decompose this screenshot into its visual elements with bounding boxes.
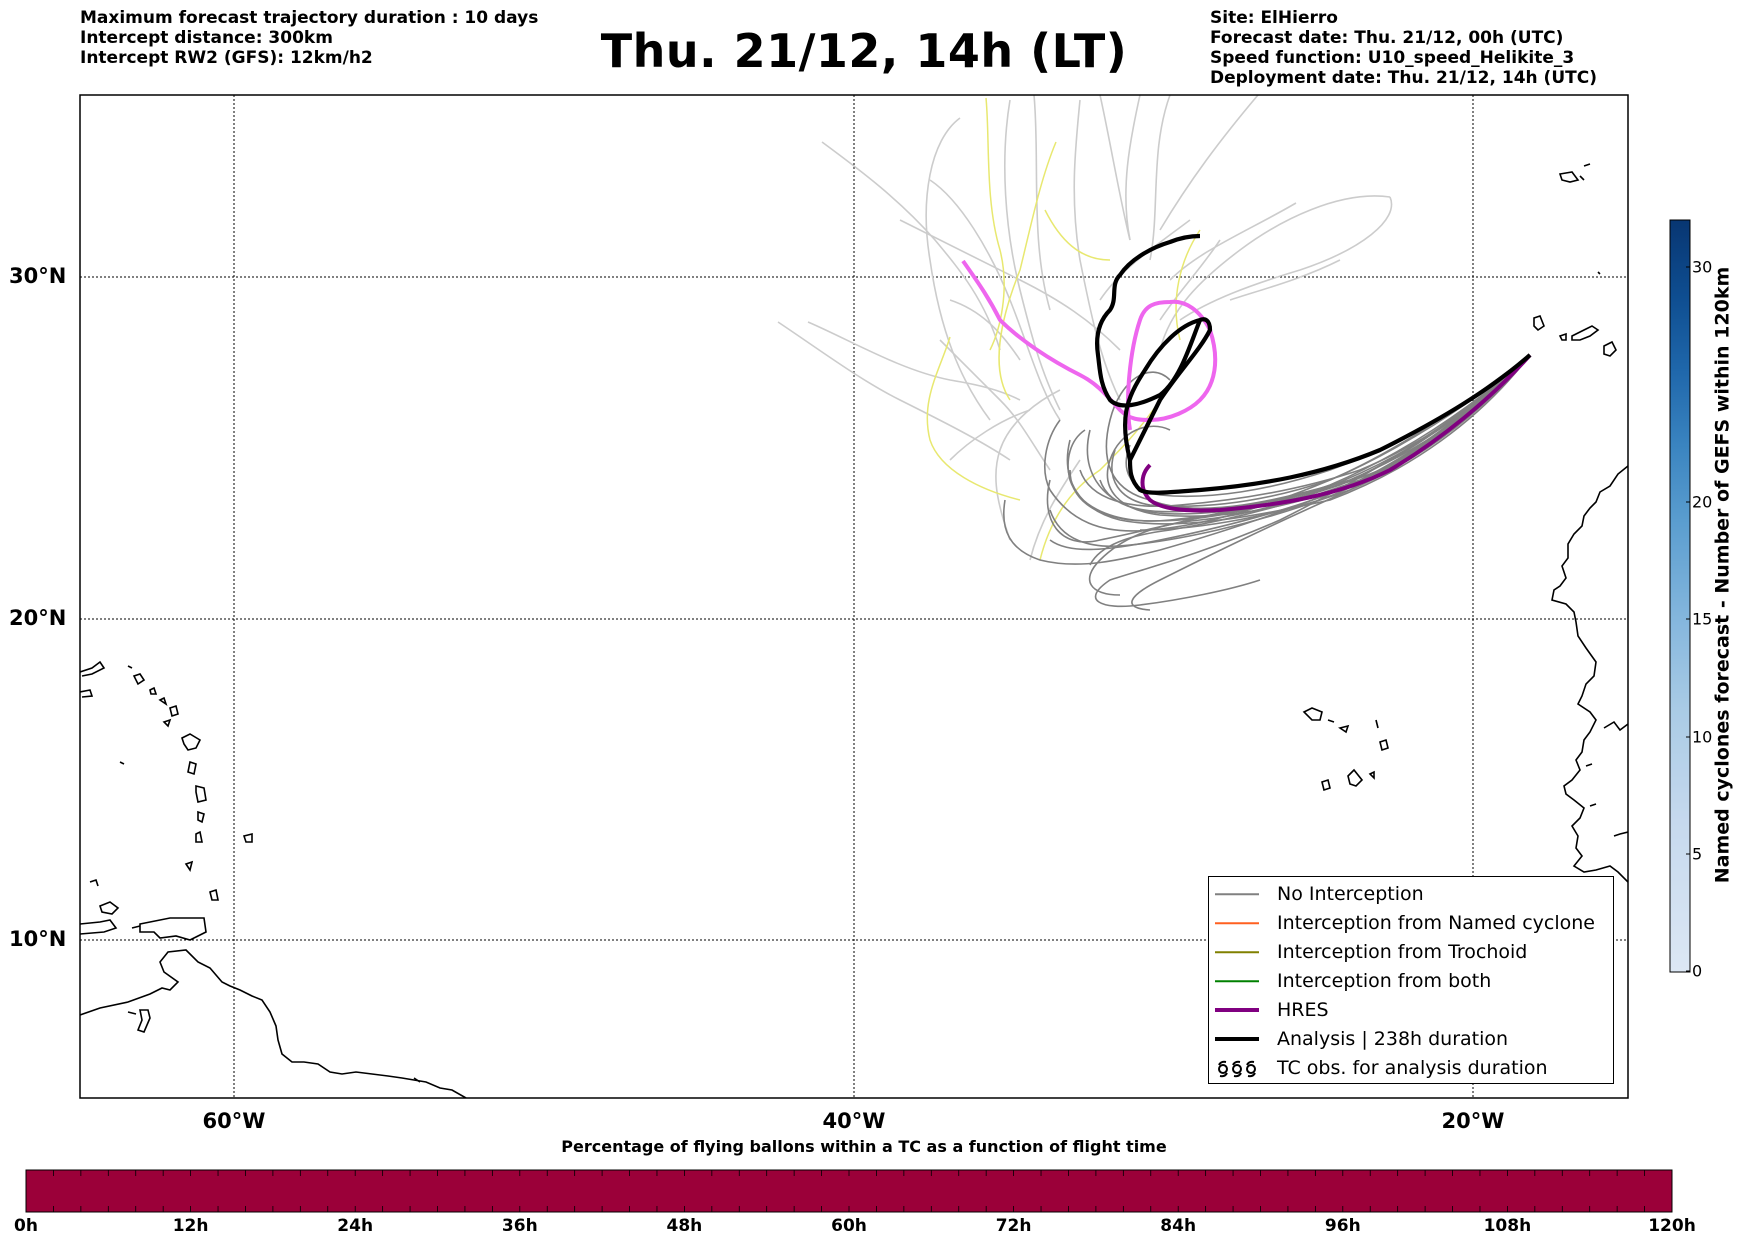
legend-label: Interception from Named cyclone [1277, 912, 1595, 934]
header-line: Maximum forecast trajectory duration : 1… [80, 8, 539, 28]
header-info-right: Site: ElHierro Forecast date: Thu. 21/12… [1210, 8, 1597, 88]
header-line: Deployment date: Thu. 21/12, 14h (UTC) [1210, 68, 1597, 88]
lat-label-20n: 20°N [9, 606, 67, 630]
percentage-bar-tick: 60h [831, 1216, 867, 1236]
colorbar-label: Named cyclones forecast - Number of GEFS… [1708, 205, 1736, 945]
header-line: Intercept RW2 (GFS): 12km/h2 [80, 48, 373, 68]
track-analysis [1095, 233, 1532, 495]
lat-label-10n: 10°N [9, 927, 67, 951]
legend-item-hres: HRES [1215, 998, 1329, 1022]
percentage-bar-tick: 72h [995, 1216, 1032, 1236]
legend-label: HRES [1277, 999, 1329, 1021]
colorbar-tick: 0 [1692, 961, 1703, 981]
legend-line-swatch [1215, 940, 1259, 964]
colorbar-tick: 20 [1692, 492, 1713, 512]
legend-item-trochoid: Interception from Trochoid [1215, 940, 1527, 964]
percentage-bar-fill [25, 1169, 1673, 1213]
legend-line-swatch [1215, 969, 1259, 993]
legend: No Interception Interception from Named … [1208, 876, 1614, 1084]
coastline-africa [1302, 163, 1628, 883]
colorbar-tick: 5 [1692, 844, 1703, 864]
percentage-bar-tick: 96h [1324, 1216, 1361, 1236]
map-frame [79, 94, 1629, 1099]
tracks-yellow [926, 97, 1201, 561]
legend-item-tc-obs: TC obs. for analysis duration [1215, 1056, 1548, 1080]
legend-label: Interception from Trochoid [1277, 941, 1528, 963]
lon-label-60w: 60°W [202, 1109, 266, 1133]
legend-item-both: Interception from both [1215, 969, 1491, 993]
percentage-bar-tick: 12h [172, 1216, 209, 1236]
percentage-bar-tick: 108h [1483, 1216, 1532, 1236]
tc-symbol-icon [1215, 1056, 1259, 1080]
legend-label: No Interception [1277, 883, 1424, 905]
header-line: Speed function: U10_speed_Helikite_3 [1210, 48, 1575, 68]
header-line: Site: ElHierro [1210, 8, 1338, 28]
percentage-bar-tick: 24h [337, 1216, 374, 1236]
lat-label-30n: 30°N [9, 264, 67, 288]
track-hres-member [961, 259, 1218, 431]
percentage-bar-tick: 36h [501, 1216, 538, 1236]
percentage-bar-title: Percentage of flying ballons within a TC… [561, 1137, 1167, 1156]
legend-line-swatch [1215, 911, 1259, 935]
tracks-light-grey [777, 95, 1393, 561]
percentage-bar [25, 1169, 1673, 1213]
legend-item-named-cyclone: Interception from Named cyclone [1215, 911, 1595, 935]
lon-label-40w: 40°W [822, 1109, 886, 1133]
percentage-bar-tick: 120h [1648, 1216, 1696, 1236]
colorbar [1669, 219, 1691, 973]
legend-item-analysis: Analysis | 238h duration [1215, 1027, 1508, 1051]
legend-label: Interception from both [1277, 970, 1492, 992]
percentage-bar-tick: 48h [666, 1216, 703, 1236]
colorbar-tick: 30 [1692, 257, 1713, 277]
track-hres [1140, 353, 1532, 513]
colorbar-label-text: Named cyclones forecast - Number of GEFS… [1711, 266, 1734, 884]
legend-line-swatch [1215, 882, 1259, 906]
colorbar-tick: 10 [1692, 727, 1713, 747]
percentage-bar-tick: 0h [14, 1216, 38, 1236]
legend-line-swatch [1215, 1027, 1259, 1051]
legend-item-no-interception: No Interception [1215, 882, 1424, 906]
colorbar-tick: 15 [1692, 609, 1713, 629]
gridlines [80, 95, 1628, 1098]
header-line: Intercept distance: 300km [80, 28, 333, 48]
legend-label: Analysis | 238h duration [1277, 1028, 1509, 1050]
header-line: Forecast date: Thu. 21/12, 00h (UTC) [1210, 28, 1564, 48]
legend-line-swatch [1215, 998, 1259, 1022]
percentage-bar-tick: 84h [1160, 1216, 1197, 1236]
lon-label-20w: 20°W [1441, 1109, 1505, 1133]
legend-label: TC obs. for analysis duration [1277, 1057, 1548, 1079]
coastline-caribbean [80, 660, 467, 1098]
header-info-left: Maximum forecast trajectory duration : 1… [80, 8, 538, 68]
page-title: Thu. 21/12, 14h (LT) [600, 24, 1128, 78]
colorbar-gradient [1669, 219, 1691, 973]
